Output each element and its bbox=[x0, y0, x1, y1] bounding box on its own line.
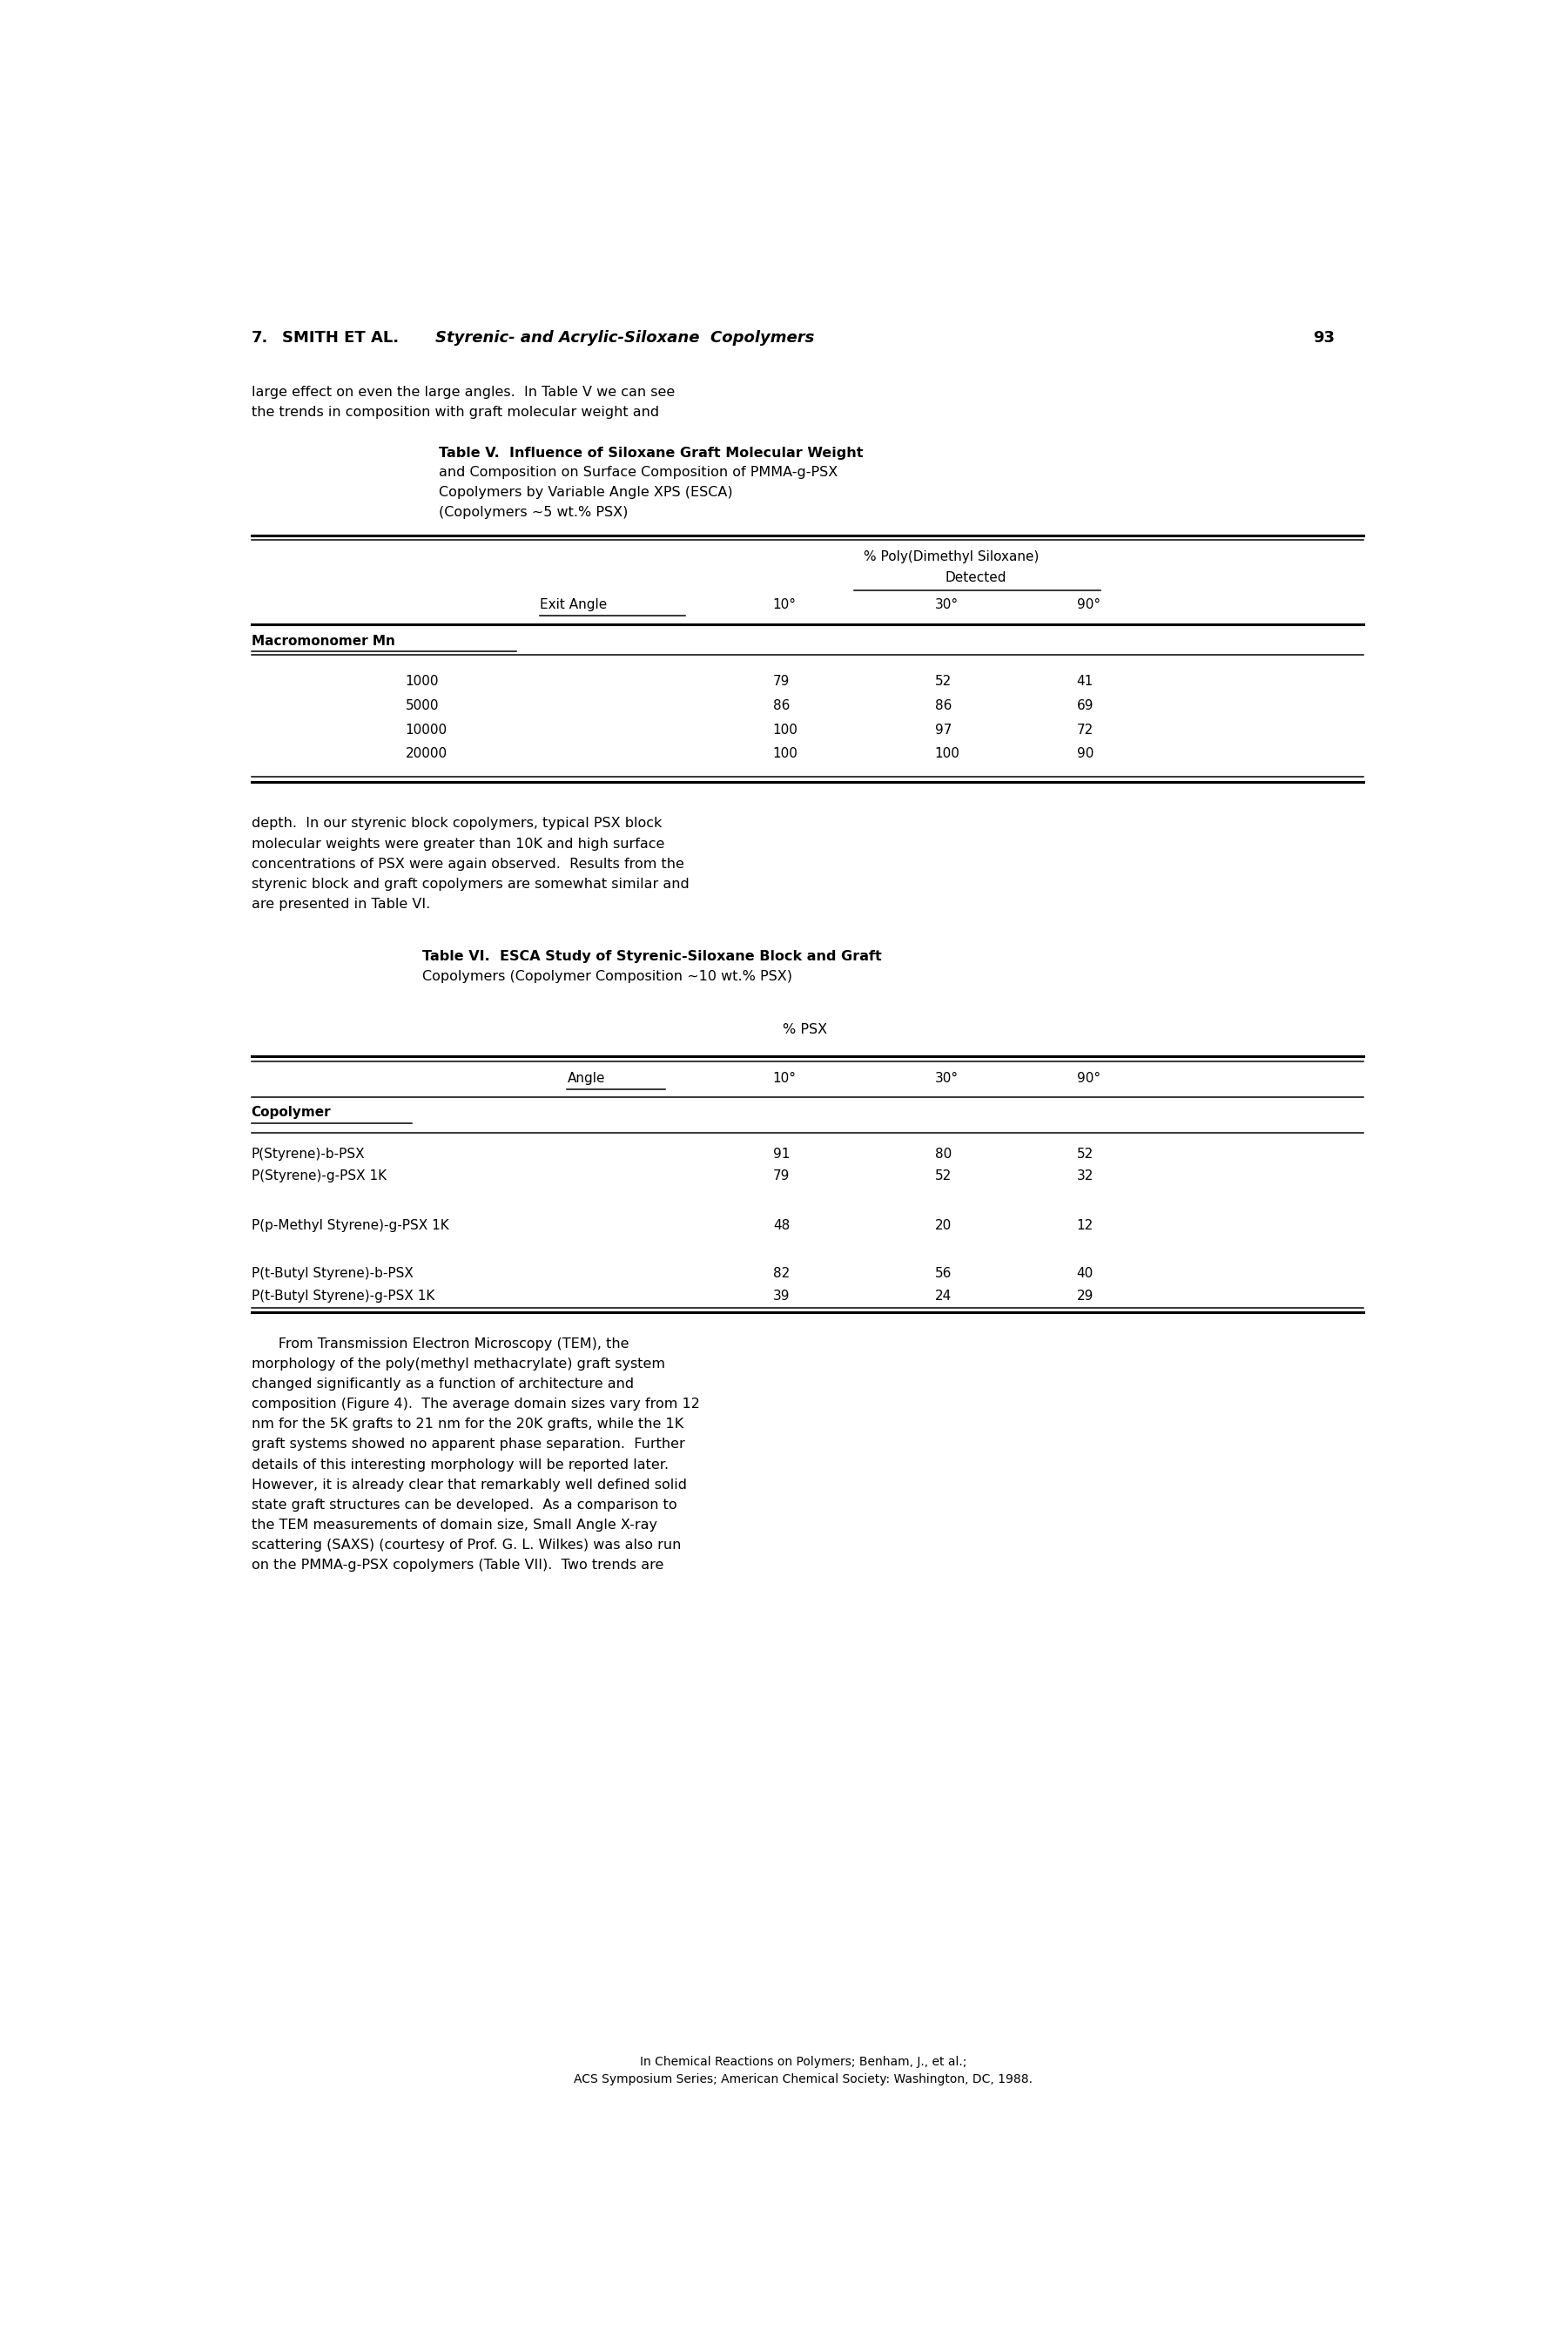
Text: 56: 56 bbox=[935, 1267, 952, 1279]
Text: 39: 39 bbox=[773, 1288, 790, 1302]
Text: However, it is already clear that remarkably well defined solid: However, it is already clear that remark… bbox=[251, 1479, 687, 1491]
Text: the TEM measurements of domain size, Small Angle X-ray: the TEM measurements of domain size, Sma… bbox=[251, 1519, 657, 1531]
Text: state graft structures can be developed.  As a comparison to: state graft structures can be developed.… bbox=[251, 1498, 677, 1512]
Text: (Copolymers ~5 wt.% PSX): (Copolymers ~5 wt.% PSX) bbox=[439, 505, 629, 520]
Text: 100: 100 bbox=[773, 748, 798, 759]
Text: 40: 40 bbox=[1077, 1267, 1093, 1279]
Text: details of this interesting morphology will be reported later.: details of this interesting morphology w… bbox=[251, 1458, 668, 1472]
Text: 29: 29 bbox=[1077, 1288, 1093, 1302]
Text: 97: 97 bbox=[935, 724, 952, 736]
Text: 93: 93 bbox=[1312, 331, 1334, 346]
Text: depth.  In our styrenic block copolymers, typical PSX block: depth. In our styrenic block copolymers,… bbox=[251, 818, 662, 830]
Text: 69: 69 bbox=[1077, 698, 1093, 712]
Text: Table VI.  ESCA Study of Styrenic-Siloxane Block and Graft: Table VI. ESCA Study of Styrenic-Siloxan… bbox=[422, 950, 881, 964]
Text: P(t-Butyl Styrene)-b-PSX: P(t-Butyl Styrene)-b-PSX bbox=[251, 1267, 412, 1279]
Text: 10000: 10000 bbox=[405, 724, 447, 736]
Text: 100: 100 bbox=[773, 724, 798, 736]
Text: 91: 91 bbox=[773, 1147, 790, 1161]
Text: 82: 82 bbox=[773, 1267, 790, 1279]
Text: 52: 52 bbox=[935, 675, 952, 689]
Text: P(Styrene)-g-PSX 1K: P(Styrene)-g-PSX 1K bbox=[251, 1171, 386, 1183]
Text: 100: 100 bbox=[935, 748, 960, 759]
Text: 80: 80 bbox=[935, 1147, 952, 1161]
Text: In Chemical Reactions on Polymers; Benham, J., et al.;: In Chemical Reactions on Polymers; Benha… bbox=[640, 2055, 966, 2069]
Text: 5000: 5000 bbox=[405, 698, 439, 712]
Text: ACS Symposium Series; American Chemical Society: Washington, DC, 1988.: ACS Symposium Series; American Chemical … bbox=[574, 2074, 1033, 2085]
Text: Detected: Detected bbox=[944, 571, 1007, 583]
Text: 30°: 30° bbox=[935, 1072, 958, 1086]
Text: P(t-Butyl Styrene)-g-PSX 1K: P(t-Butyl Styrene)-g-PSX 1K bbox=[251, 1288, 434, 1302]
Text: the trends in composition with graft molecular weight and: the trends in composition with graft mol… bbox=[251, 407, 659, 418]
Text: graft systems showed no apparent phase separation.  Further: graft systems showed no apparent phase s… bbox=[251, 1439, 685, 1451]
Text: 7.: 7. bbox=[251, 331, 268, 346]
Text: 32: 32 bbox=[1077, 1171, 1093, 1183]
Text: 90°: 90° bbox=[1077, 600, 1101, 611]
Text: % Poly(Dimethyl Siloxane): % Poly(Dimethyl Siloxane) bbox=[864, 550, 1040, 564]
Text: Styrenic- and Acrylic-Siloxane  Copolymers: Styrenic- and Acrylic-Siloxane Copolymer… bbox=[436, 331, 815, 346]
Text: 79: 79 bbox=[773, 1171, 790, 1183]
Text: 48: 48 bbox=[773, 1218, 790, 1232]
Text: Copolymers (Copolymer Composition ~10 wt.% PSX): Copolymers (Copolymer Composition ~10 wt… bbox=[422, 969, 792, 983]
Text: 72: 72 bbox=[1077, 724, 1093, 736]
Text: 79: 79 bbox=[773, 675, 790, 689]
Text: 86: 86 bbox=[935, 698, 952, 712]
Text: scattering (SAXS) (courtesy of Prof. G. L. Wilkes) was also run: scattering (SAXS) (courtesy of Prof. G. … bbox=[251, 1538, 681, 1552]
Text: Exit Angle: Exit Angle bbox=[539, 600, 607, 611]
Text: 12: 12 bbox=[1077, 1218, 1093, 1232]
Text: 10°: 10° bbox=[773, 600, 797, 611]
Text: P(Styrene)-b-PSX: P(Styrene)-b-PSX bbox=[251, 1147, 365, 1161]
Text: changed significantly as a function of architecture and: changed significantly as a function of a… bbox=[251, 1378, 633, 1392]
Text: 20000: 20000 bbox=[405, 748, 447, 759]
Text: on the PMMA-g-PSX copolymers (Table VII).  Two trends are: on the PMMA-g-PSX copolymers (Table VII)… bbox=[251, 1559, 663, 1573]
Text: 30°: 30° bbox=[935, 600, 958, 611]
Text: P(p-Methyl Styrene)-g-PSX 1K: P(p-Methyl Styrene)-g-PSX 1K bbox=[251, 1218, 448, 1232]
Text: 52: 52 bbox=[1077, 1147, 1093, 1161]
Text: and Composition on Surface Composition of PMMA-g-PSX: and Composition on Surface Composition o… bbox=[439, 465, 837, 480]
Text: Macromonomer Mn: Macromonomer Mn bbox=[251, 635, 395, 649]
Text: nm for the 5K grafts to 21 nm for the 20K grafts, while the 1K: nm for the 5K grafts to 21 nm for the 20… bbox=[251, 1418, 684, 1432]
Text: large effect on even the large angles.  In Table V we can see: large effect on even the large angles. I… bbox=[251, 386, 674, 400]
Text: 1000: 1000 bbox=[405, 675, 439, 689]
Text: 90°: 90° bbox=[1077, 1072, 1101, 1086]
Text: 52: 52 bbox=[935, 1171, 952, 1183]
Text: 10°: 10° bbox=[773, 1072, 797, 1086]
Text: Angle: Angle bbox=[568, 1072, 605, 1086]
Text: From Transmission Electron Microscopy (TEM), the: From Transmission Electron Microscopy (T… bbox=[251, 1338, 629, 1349]
Text: concentrations of PSX were again observed.  Results from the: concentrations of PSX were again observe… bbox=[251, 858, 684, 870]
Text: 20: 20 bbox=[935, 1218, 952, 1232]
Text: 90: 90 bbox=[1077, 748, 1093, 759]
Text: morphology of the poly(methyl methacrylate) graft system: morphology of the poly(methyl methacryla… bbox=[251, 1357, 665, 1371]
Text: Copolymer: Copolymer bbox=[251, 1105, 331, 1119]
Text: 86: 86 bbox=[773, 698, 790, 712]
Text: are presented in Table VI.: are presented in Table VI. bbox=[251, 898, 430, 910]
Text: molecular weights were greater than 10K and high surface: molecular weights were greater than 10K … bbox=[251, 837, 665, 851]
Text: % PSX: % PSX bbox=[782, 1023, 828, 1037]
Text: Copolymers by Variable Angle XPS (ESCA): Copolymers by Variable Angle XPS (ESCA) bbox=[439, 487, 732, 498]
Text: styrenic block and graft copolymers are somewhat similar and: styrenic block and graft copolymers are … bbox=[251, 877, 688, 891]
Text: 41: 41 bbox=[1077, 675, 1093, 689]
Text: composition (Figure 4).  The average domain sizes vary from 12: composition (Figure 4). The average doma… bbox=[251, 1399, 699, 1411]
Text: 24: 24 bbox=[935, 1288, 952, 1302]
Text: SMITH ET AL.: SMITH ET AL. bbox=[282, 331, 400, 346]
Text: Table V.  Influence of Siloxane Graft Molecular Weight: Table V. Influence of Siloxane Graft Mol… bbox=[439, 447, 864, 458]
